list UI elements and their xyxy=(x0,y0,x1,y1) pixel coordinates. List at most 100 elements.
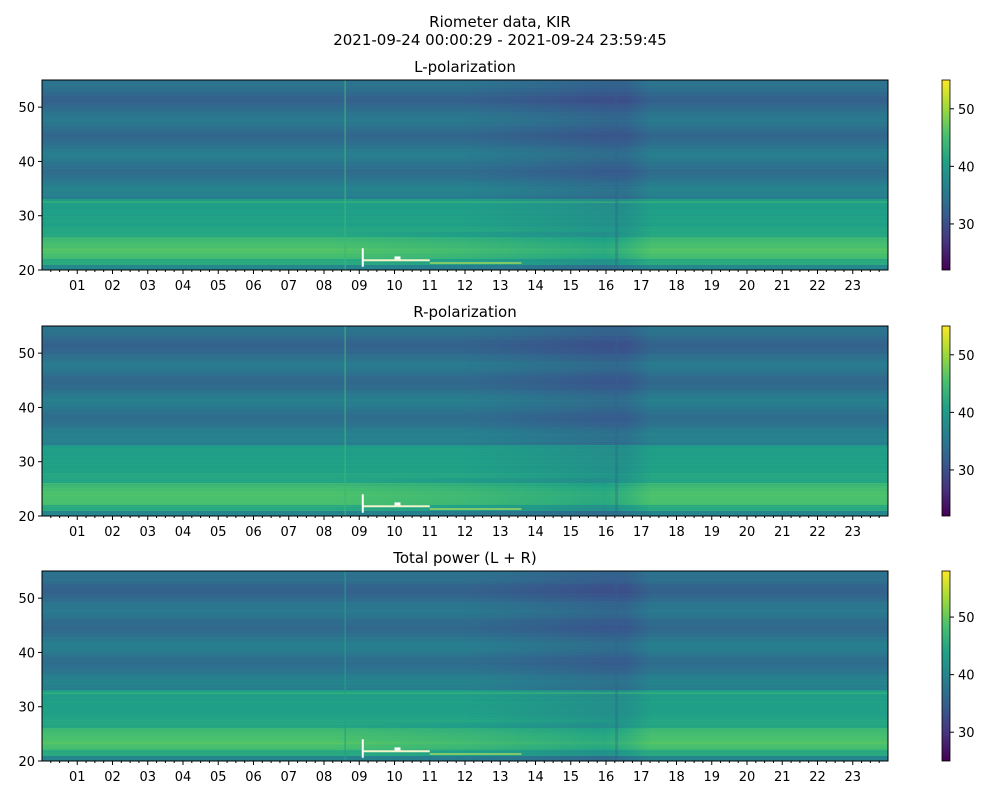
x-tick-label: 20 xyxy=(739,770,756,785)
x-tick-label: 21 xyxy=(774,279,791,294)
colorbar-tick-label: 40 xyxy=(958,406,975,421)
x-tick-label: 12 xyxy=(457,770,474,785)
event-blob xyxy=(394,256,401,260)
x-tick-label: 19 xyxy=(703,279,720,294)
colorbar-tick-label: 50 xyxy=(958,349,975,364)
x-tick-label: 03 xyxy=(139,770,156,785)
heatmap-r: 20 30 40 50 01 02 03 04 05 06 07 08 09 10 11 12 13 14 15 16… xyxy=(18,325,975,540)
x-tick-label: 04 xyxy=(175,770,192,785)
heatmap-cells xyxy=(42,571,888,762)
x-tick-label: 03 xyxy=(139,525,156,540)
y-tick-label: 50 xyxy=(18,347,35,362)
x-tick-label: 11 xyxy=(421,525,438,540)
x-tick-label: 07 xyxy=(280,279,297,294)
x-tick-label: 19 xyxy=(703,770,720,785)
x-tick-label: 02 xyxy=(104,279,121,294)
x-tick-label: 15 xyxy=(562,279,579,294)
x-tick-label: 08 xyxy=(316,279,333,294)
x-tick-label: 06 xyxy=(245,279,262,294)
x-tick-label: 14 xyxy=(527,279,544,294)
y-tick-label: 40 xyxy=(18,646,35,661)
panel-title: Total power (L + R) xyxy=(392,549,537,567)
y-tick-label: 30 xyxy=(18,701,35,716)
x-tick-label: 18 xyxy=(668,525,685,540)
x-tick-label: 20 xyxy=(739,279,756,294)
x-tick-label: 18 xyxy=(668,770,685,785)
x-tick-label: 08 xyxy=(316,525,333,540)
x-tick-label: 23 xyxy=(844,279,861,294)
x-tick-label: 13 xyxy=(492,770,509,785)
y-tick-label: 30 xyxy=(18,456,35,471)
x-tick-label: 01 xyxy=(69,279,86,294)
colorbar-tick-label: 30 xyxy=(958,218,975,233)
x-tick-label: 21 xyxy=(774,770,791,785)
colorbar-tick-label: 40 xyxy=(958,160,975,175)
x-tick-label: 10 xyxy=(386,525,403,540)
heatmap-cells xyxy=(42,80,888,271)
x-tick-label: 18 xyxy=(668,279,685,294)
event-blob xyxy=(394,502,401,506)
y-tick-label: 40 xyxy=(18,155,35,170)
colorbar xyxy=(941,570,951,762)
panel-title: L-polarization xyxy=(414,58,516,76)
y-tick-label: 30 xyxy=(18,210,35,225)
figure-title-line2: 2021-09-24 00:00:29 - 2021-09-24 23:59:4… xyxy=(333,31,667,49)
panel-title: R-polarization xyxy=(413,303,516,321)
x-tick-label: 21 xyxy=(774,525,791,540)
x-tick-label: 07 xyxy=(280,770,297,785)
y-tick-label: 20 xyxy=(18,264,35,279)
x-tick-label: 16 xyxy=(598,770,615,785)
y-tick-label: 40 xyxy=(18,401,35,416)
x-tick-label: 03 xyxy=(139,279,156,294)
panel-l-polarization: L-polarization 20 30 40 50 01 02 03 04 05 06 07 08 0… xyxy=(18,58,974,294)
x-tick-label: 19 xyxy=(703,525,720,540)
x-tick-label: 04 xyxy=(175,279,192,294)
x-tick-label: 05 xyxy=(210,770,227,785)
x-tick-label: 10 xyxy=(386,279,403,294)
x-tick-label: 02 xyxy=(104,770,121,785)
x-tick-label: 17 xyxy=(633,279,650,294)
colorbar xyxy=(941,79,951,271)
x-tick-label: 17 xyxy=(633,770,650,785)
x-tick-label: 11 xyxy=(421,279,438,294)
x-tick-label: 08 xyxy=(316,770,333,785)
x-tick-label: 05 xyxy=(210,525,227,540)
colorbar-tick-label: 30 xyxy=(958,464,975,479)
y-tick-label: 20 xyxy=(18,755,35,770)
colorbar xyxy=(941,325,951,517)
x-tick-label: 07 xyxy=(280,525,297,540)
x-tick-label: 14 xyxy=(527,770,544,785)
heatmap-l: 20 30 40 50 01 02 03 04 05 06 07 08 09 10 11 12 13 14 15 16… xyxy=(18,79,975,294)
x-tick-label: 23 xyxy=(844,770,861,785)
x-tick-label: 15 xyxy=(562,770,579,785)
x-tick-label: 05 xyxy=(210,279,227,294)
figure-title-line1: Riometer data, KIR xyxy=(429,13,571,31)
x-tick-label: 15 xyxy=(562,525,579,540)
y-tick-label: 20 xyxy=(18,510,35,525)
panel-r-polarization: R-polarization 20 30 40 50 01 02 03 04 05 06 07 08 0… xyxy=(18,303,974,540)
x-tick-label: 06 xyxy=(245,525,262,540)
x-tick-label: 16 xyxy=(598,279,615,294)
event-blob xyxy=(394,747,401,751)
x-tick-label: 20 xyxy=(739,525,756,540)
x-tick-label: 22 xyxy=(809,525,826,540)
colorbar-tick-label: 50 xyxy=(958,103,975,118)
x-tick-label: 12 xyxy=(457,525,474,540)
x-tick-label: 14 xyxy=(527,525,544,540)
x-tick-label: 09 xyxy=(351,770,368,785)
x-tick-label: 09 xyxy=(351,525,368,540)
x-tick-label: 02 xyxy=(104,525,121,540)
y-tick-label: 50 xyxy=(18,101,35,116)
x-tick-label: 13 xyxy=(492,279,509,294)
x-tick-label: 17 xyxy=(633,525,650,540)
x-tick-label: 23 xyxy=(844,525,861,540)
colorbar-tick-label: 40 xyxy=(958,669,975,684)
heatmap-total: 20 30 40 50 01 02 03 04 05 06 07 08 09 10 11 12 13 14 15 16… xyxy=(18,570,975,785)
x-tick-label: 22 xyxy=(809,770,826,785)
y-tick-label: 50 xyxy=(18,592,35,607)
x-tick-label: 16 xyxy=(598,525,615,540)
x-tick-label: 12 xyxy=(457,279,474,294)
x-tick-label: 13 xyxy=(492,525,509,540)
x-tick-label: 06 xyxy=(245,770,262,785)
